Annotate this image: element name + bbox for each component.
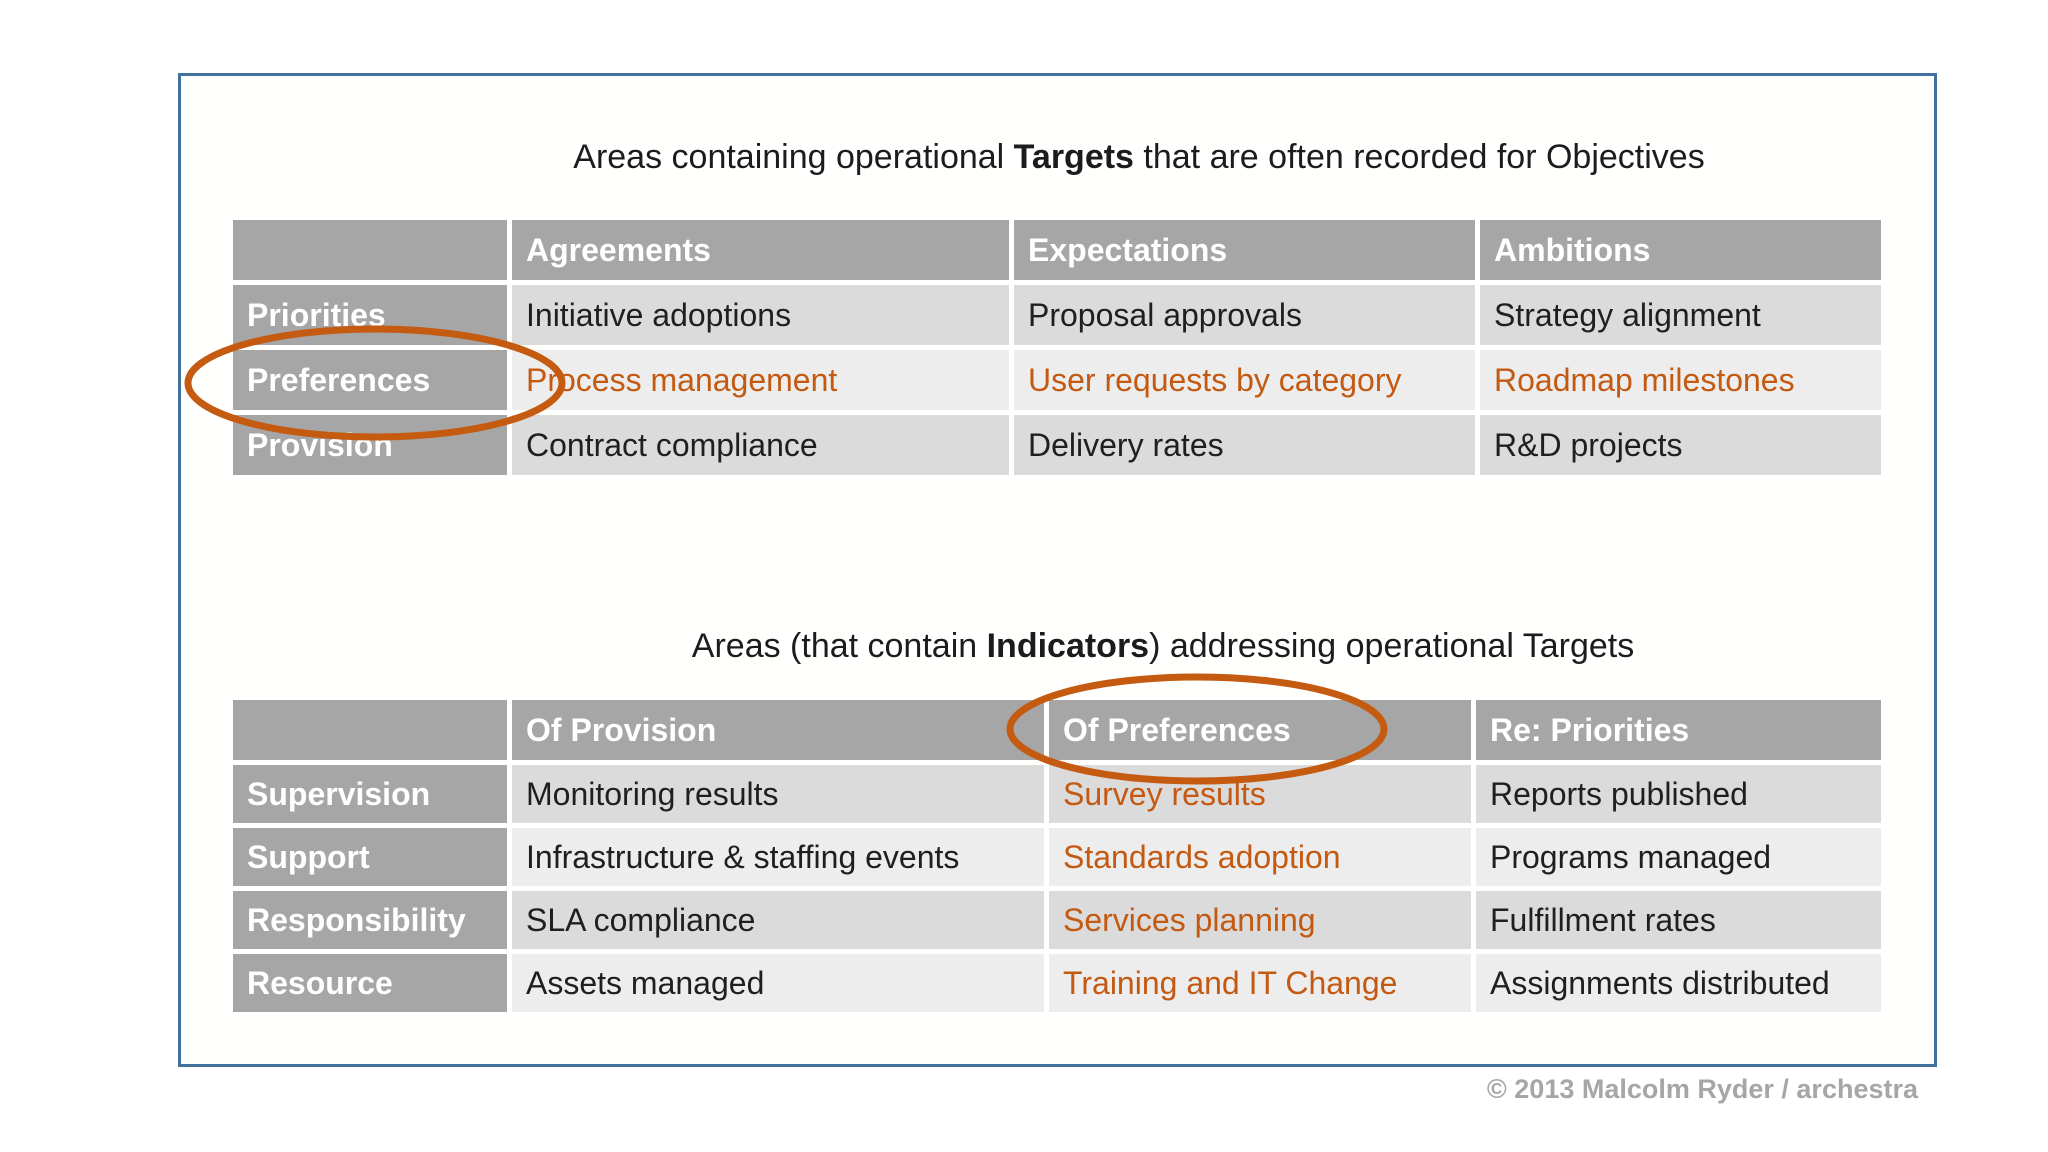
table-cell: Reports published: [1476, 765, 1881, 823]
table-cell: Monitoring results: [512, 765, 1044, 823]
column-header-of-provision: Of Provision: [512, 700, 1044, 760]
table-cell-highlighted: Process management: [512, 350, 1009, 410]
table-cell: Proposal approvals: [1014, 285, 1475, 345]
table-cell-highlighted: Standards adoption: [1049, 828, 1471, 886]
corner-header-cell: [233, 220, 507, 280]
targets-table: Agreements Expectations Ambitions Priori…: [233, 220, 1881, 475]
table-cell: Assets managed: [512, 954, 1044, 1012]
corner-header-cell: [233, 700, 507, 760]
copyright-text: © 2013 Malcolm Ryder / archestra: [1486, 1074, 1918, 1104]
table-cell: Delivery rates: [1014, 415, 1475, 475]
table-cell: SLA compliance: [512, 891, 1044, 949]
table-indicators-title: Areas (that contain Indicators) addressi…: [363, 621, 1963, 671]
column-header-agreements: Agreements: [512, 220, 1009, 280]
table-cell: Contract compliance: [512, 415, 1009, 475]
title-text: Areas containing operational: [573, 138, 1014, 176]
table-cell: Initiative adoptions: [512, 285, 1009, 345]
row-header-responsibility: Responsibility: [233, 891, 507, 949]
title-text: Areas (that contain: [691, 627, 987, 665]
table-cell-highlighted: Survey results: [1049, 765, 1471, 823]
table-targets-title: Areas containing operational Targets tha…: [339, 132, 1939, 182]
column-header-ambitions: Ambitions: [1480, 220, 1881, 280]
column-header-of-preferences: Of Preferences: [1049, 700, 1471, 760]
table-cell: Fulfillment rates: [1476, 891, 1881, 949]
table-cell: Infrastructure & staffing events: [512, 828, 1044, 886]
row-header-supervision: Supervision: [233, 765, 507, 823]
title-bold-word: Targets: [1013, 138, 1134, 176]
title-text: ) addressing operational Targets: [1149, 627, 1635, 665]
row-header-preferences: Preferences: [233, 350, 507, 410]
table-cell: Programs managed: [1476, 828, 1881, 886]
table-cell: Assignments distributed: [1476, 954, 1881, 1012]
table-cell-highlighted: Services planning: [1049, 891, 1471, 949]
row-header-resource: Resource: [233, 954, 507, 1012]
row-header-support: Support: [233, 828, 507, 886]
column-header-re-priorities: Re: Priorities: [1476, 700, 1881, 760]
table-cell-highlighted: User requests by category: [1014, 350, 1475, 410]
row-header-priorities: Priorities: [233, 285, 507, 345]
title-bold-word: Indicators: [986, 627, 1150, 665]
table-cell: Strategy alignment: [1480, 285, 1881, 345]
table-cell-highlighted: Training and IT Change: [1049, 954, 1471, 1012]
table-cell: R&D projects: [1480, 415, 1881, 475]
title-text: that are often recorded for Objectives: [1133, 138, 1705, 176]
row-header-provision: Provision: [233, 415, 507, 475]
column-header-expectations: Expectations: [1014, 220, 1475, 280]
table-cell-highlighted: Roadmap milestones: [1480, 350, 1881, 410]
indicators-table: Of Provision Of Preferences Re: Prioriti…: [233, 700, 1881, 1012]
